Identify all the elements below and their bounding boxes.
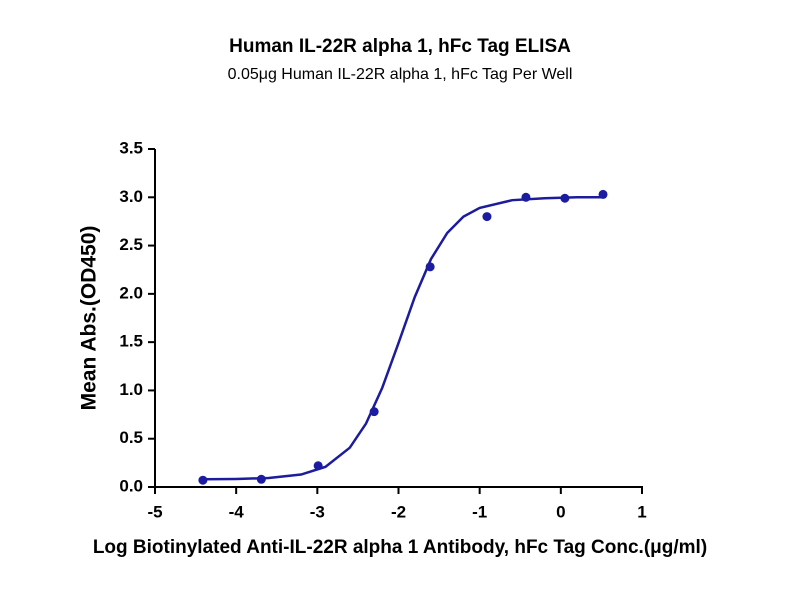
x-tick-label: -4 [229, 502, 245, 521]
data-point [313, 461, 323, 471]
x-tick-label: -3 [310, 502, 325, 521]
y-tick-label: 3.5 [119, 138, 143, 157]
x-axis-label: Log Biotinylated Anti-IL-22R alpha 1 Ant… [93, 537, 707, 558]
x-tick-label: -5 [147, 502, 162, 521]
fit-curve [203, 196, 602, 481]
data-point [482, 212, 492, 222]
x-tick-label: -2 [391, 502, 406, 521]
y-tick-label: 3.0 [119, 187, 143, 206]
data-point [598, 189, 608, 199]
chart-title: Human IL-22R alpha 1, hFc Tag ELISA [229, 36, 571, 57]
y-tick-label: 2.5 [119, 235, 143, 254]
data-point [425, 262, 435, 272]
x-tick-label: 1 [637, 502, 646, 521]
y-tick-label: 1.5 [119, 332, 143, 351]
y-tick-label: 0.5 [119, 428, 143, 447]
data-point [198, 475, 208, 485]
y-tick-label: 0.0 [119, 476, 143, 495]
data-point [256, 474, 266, 484]
chart-subtitle: 0.05μg Human IL-22R alpha 1, hFc Tag Per… [228, 66, 573, 83]
data-point [560, 193, 570, 203]
data-point [369, 407, 379, 417]
x-tick-label: -1 [472, 502, 487, 521]
data-point [521, 192, 531, 202]
x-tick-label: 0 [556, 502, 565, 521]
y-tick-label: 2.0 [119, 283, 143, 302]
y-tick-label: 1.0 [119, 380, 143, 399]
y-axis-label: Mean Abs.(OD450) [78, 226, 101, 411]
